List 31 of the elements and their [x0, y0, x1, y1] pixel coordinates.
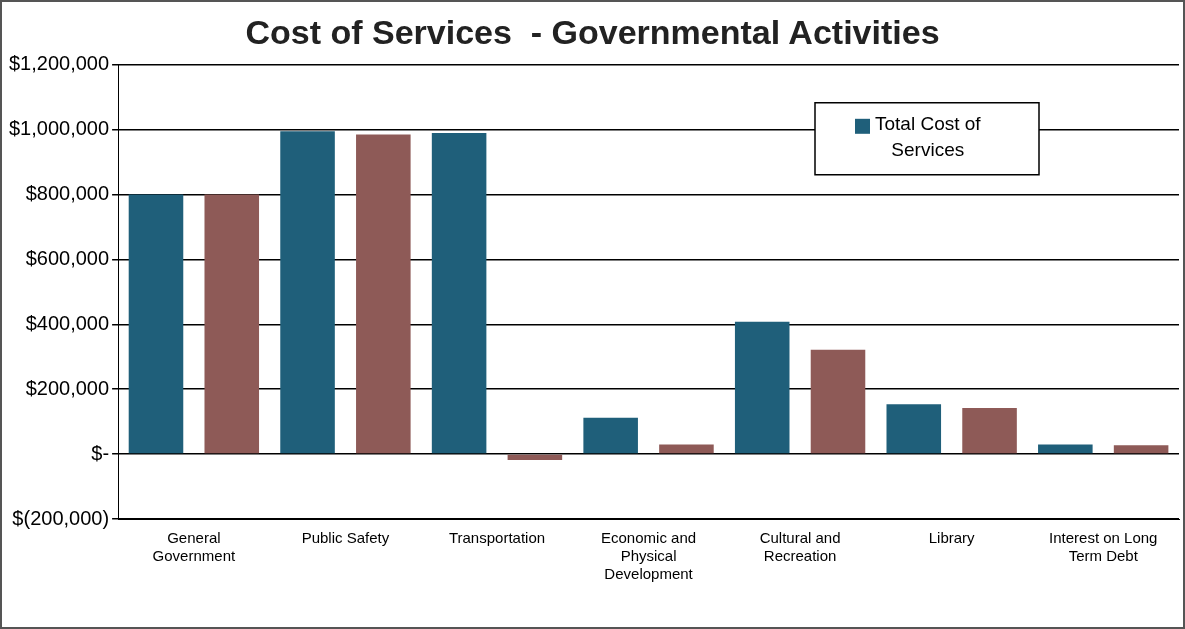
chart-title: Cost of Services - Governmental Activities: [245, 12, 940, 51]
bar: [204, 194, 260, 454]
x-tick-label: Library: [928, 529, 976, 547]
y-tick-label: $-: [91, 441, 110, 464]
bar: [734, 321, 790, 454]
bar: [507, 454, 563, 460]
y-tick-label: $600,000: [25, 246, 110, 269]
bar: [280, 131, 335, 454]
bar: [810, 349, 866, 454]
legend-label: Total Cost of Services: [875, 112, 982, 160]
bar: [356, 134, 411, 454]
y-tick-label: $200,000: [25, 376, 110, 399]
bar: [962, 408, 1017, 454]
y-tick-label: $400,000: [25, 311, 110, 334]
y-tick-label: $1,000,000: [8, 117, 110, 140]
bar: [659, 444, 714, 454]
y-tick-label: $1,200,000: [8, 52, 110, 75]
x-tick-label: Cultural and Recreation: [759, 529, 841, 565]
bar: [128, 194, 184, 454]
x-tick-label: Interest on Long Term Debt: [1049, 529, 1158, 565]
y-tick-label: $(200,000): [12, 506, 110, 529]
x-tick-label: General Government: [152, 529, 236, 565]
bar: [1038, 444, 1093, 454]
x-tick-label: Economic and Physical Development: [601, 529, 697, 583]
bar: [583, 417, 638, 454]
x-tick-label: Transportation: [448, 529, 546, 547]
bar: [886, 404, 942, 454]
y-tick-label: $800,000: [25, 182, 110, 205]
bar: [1113, 445, 1169, 454]
bar: [431, 132, 487, 454]
x-tick-label: Public Safety: [301, 529, 390, 547]
